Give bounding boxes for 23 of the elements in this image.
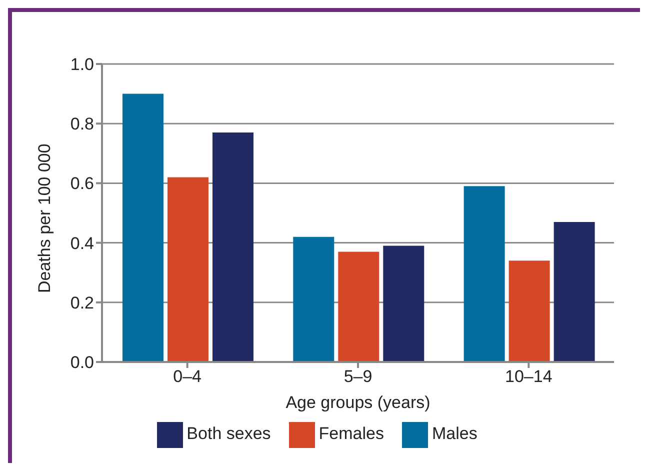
bar — [212, 132, 254, 362]
bar — [293, 236, 334, 362]
y-tick-label: 0.2 — [70, 293, 94, 312]
x-tick-label: 10–14 — [505, 367, 552, 386]
legend-label: Both sexes — [186, 424, 271, 444]
y-tick-label: 0.0 — [70, 353, 94, 372]
y-tick-label: 0.8 — [70, 114, 94, 134]
bar — [383, 246, 424, 362]
bar — [122, 94, 164, 362]
bar — [508, 260, 550, 362]
bar — [554, 222, 595, 362]
x-tick-label: 5–9 — [344, 367, 372, 386]
bar — [464, 186, 505, 362]
bar — [338, 252, 380, 362]
bar — [167, 177, 208, 362]
y-axis-title: Deaths per 100 000 — [35, 144, 54, 293]
y-tick-label: 0.6 — [70, 174, 94, 194]
legend-label: Females — [318, 424, 384, 444]
x-tick-label: 0–4 — [173, 367, 202, 386]
y-tick-label: 1.0 — [70, 55, 94, 74]
legend-label: Males — [432, 424, 478, 444]
x-axis-title: Age groups (years) — [286, 393, 430, 412]
y-tick-label: 0.4 — [70, 234, 94, 253]
